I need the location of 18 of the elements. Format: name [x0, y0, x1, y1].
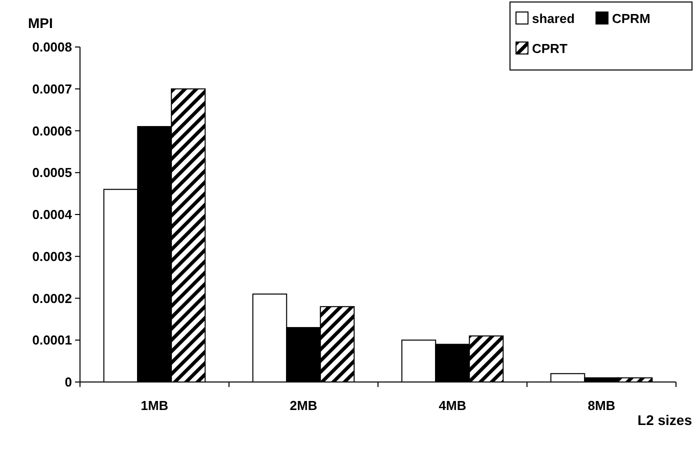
- y-tick-label: 0.0004: [32, 207, 73, 222]
- y-tick-label: 0: [64, 374, 72, 390]
- y-tick-label: 0.0008: [32, 40, 72, 55]
- x-tick-label: 1MB: [140, 398, 168, 413]
- y-tick-label: 0.0005: [32, 165, 72, 180]
- x-tick-label: 4MB: [438, 398, 466, 413]
- y-tick-label: 0.0003: [32, 248, 72, 264]
- y-tick-label: 0.0007: [32, 81, 72, 96]
- x-tick-label: 2MB: [290, 398, 318, 413]
- legend-label: CPRT: [532, 41, 568, 56]
- y-tick-label: 0.0006: [32, 123, 72, 138]
- y-tick-label: 0.0001: [32, 332, 72, 348]
- y-axis-title: MPI: [28, 15, 53, 31]
- y-tick-label: 0.0002: [32, 290, 72, 306]
- x-axis-title: L2 sizes: [638, 412, 692, 428]
- legend-label: shared: [532, 11, 575, 26]
- x-tick-label: 8MB: [588, 398, 616, 413]
- legend-label: CPRM: [612, 11, 650, 26]
